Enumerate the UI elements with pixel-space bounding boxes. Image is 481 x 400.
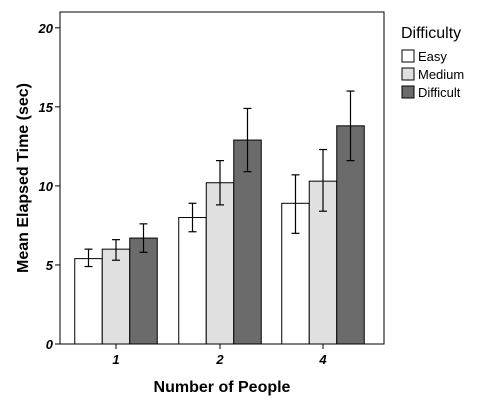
y-tick-label: 0 xyxy=(46,337,54,352)
y-tick-label: 5 xyxy=(46,258,54,273)
y-tick-label: 15 xyxy=(39,100,54,115)
legend-label: Easy xyxy=(418,49,447,64)
legend-label: Medium xyxy=(418,67,464,82)
bar xyxy=(178,217,207,345)
legend-swatch xyxy=(401,85,415,99)
y-tick-label: 10 xyxy=(39,179,54,194)
error-bars xyxy=(84,90,355,268)
bar xyxy=(101,248,131,345)
x-tick-label: 4 xyxy=(318,352,327,367)
bar xyxy=(129,237,158,345)
bar xyxy=(336,125,365,345)
x-axis-title: Number of People xyxy=(154,379,291,396)
y-axis: 0 5 10 15 20 xyxy=(38,21,60,352)
x-axis: 1 2 4 xyxy=(112,344,327,367)
x-tick-label: 2 xyxy=(215,352,224,367)
bar xyxy=(205,182,235,345)
y-tick-label: 20 xyxy=(38,21,54,36)
legend-swatch xyxy=(401,49,415,63)
legend: Difficulty Easy Medium Difficult xyxy=(401,25,464,100)
bar xyxy=(233,139,262,345)
legend-title: Difficulty xyxy=(401,25,461,42)
y-axis-title: Mean Elapsed Time (sec) xyxy=(15,83,32,273)
legend-swatch xyxy=(401,67,415,81)
legend-label: Difficult xyxy=(418,85,461,100)
bar xyxy=(74,258,103,345)
x-tick-label: 1 xyxy=(112,352,119,367)
